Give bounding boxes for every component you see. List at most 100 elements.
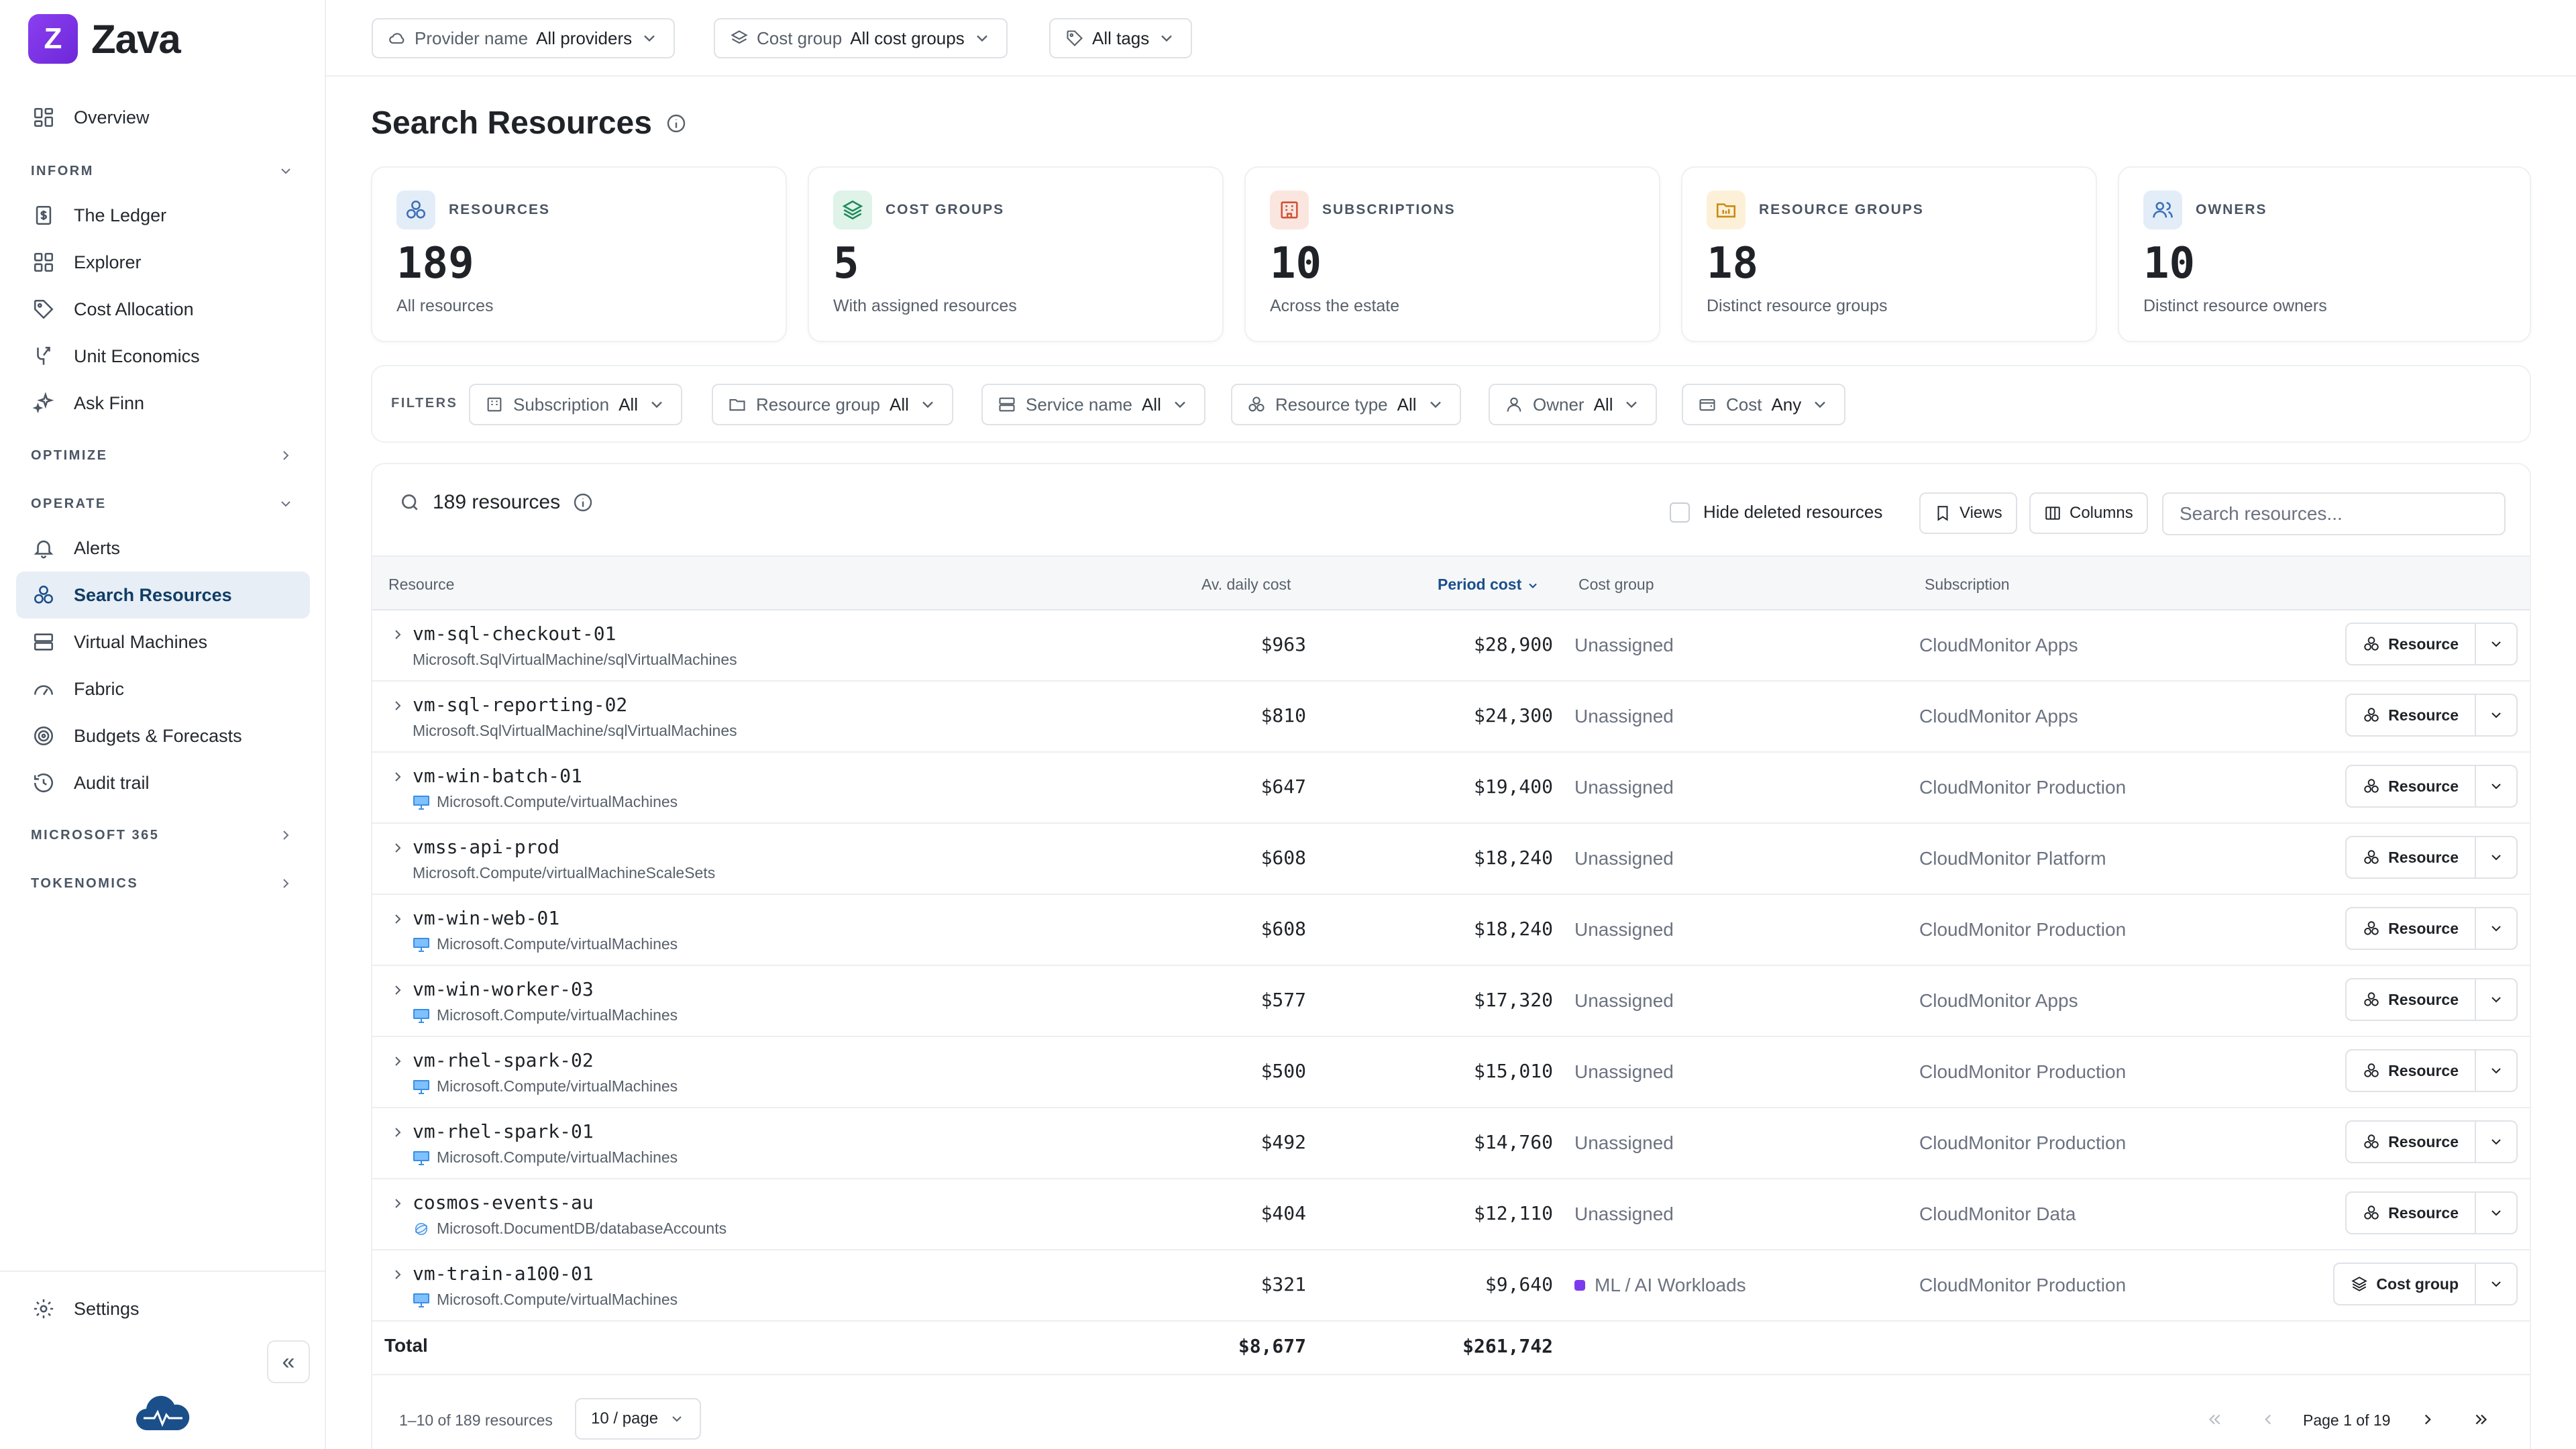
columns-button[interactable]: Columns: [2029, 492, 2148, 534]
sidebar-item-audit-trail[interactable]: Audit trail: [16, 759, 310, 806]
expand-row-icon[interactable]: [390, 769, 406, 785]
cost-filter[interactable]: Cost Any: [1682, 384, 1846, 425]
sidebar-item-the-ledger[interactable]: The Ledger: [16, 192, 310, 239]
prev-page-button[interactable]: [2255, 1406, 2282, 1433]
collapse-sidebar-button[interactable]: «: [267, 1340, 310, 1383]
sidebar-item-explorer[interactable]: Explorer: [16, 239, 310, 286]
sidebar-item-overview[interactable]: Overview: [16, 94, 310, 141]
sidebar-item-cost-allocation[interactable]: Cost Allocation: [16, 286, 310, 333]
row-action-dropdown[interactable]: [2476, 1049, 2518, 1092]
resource-button[interactable]: Resource: [2345, 623, 2476, 665]
row-action-dropdown[interactable]: [2476, 765, 2518, 808]
resource-type-filter[interactable]: Resource type All: [1231, 384, 1461, 425]
row-action-dropdown[interactable]: [2476, 836, 2518, 879]
table-row[interactable]: vm-win-worker-03 Microsoft.Compute/virtua…: [372, 966, 2530, 1037]
stat-card-resource-groups[interactable]: RESOURCE GROUPS 18 Distinct resource gro…: [1681, 166, 2097, 342]
stat-card-owners[interactable]: OWNERS 10 Distinct resource owners: [2118, 166, 2531, 342]
table-row[interactable]: vm-rhel-spark-02 Microsoft.Compute/virtua…: [372, 1037, 2530, 1108]
resource-button[interactable]: Resource: [2345, 836, 2476, 879]
brand-logo[interactable]: Z Zava: [28, 13, 181, 64]
expand-row-icon[interactable]: [390, 982, 406, 998]
views-button[interactable]: Views: [1919, 492, 2017, 534]
resource-name[interactable]: vm-sql-checkout-01: [413, 623, 616, 645]
sidebar-section-inform[interactable]: INFORM: [16, 150, 310, 192]
row-action-dropdown[interactable]: [2476, 907, 2518, 950]
sidebar-item-search-resources[interactable]: Search Resources: [16, 572, 310, 619]
resource-button[interactable]: Resource: [2345, 694, 2476, 737]
resource-name[interactable]: vm-win-batch-01: [413, 765, 582, 787]
resource-group-filter[interactable]: Resource group All: [712, 384, 953, 425]
hide-deleted-toggle[interactable]: Hide deleted resources: [1670, 502, 1882, 523]
col-daily-cost[interactable]: Av. daily cost: [1201, 576, 1291, 593]
resource-button[interactable]: Resource: [2345, 1120, 2476, 1163]
resource-name[interactable]: vm-rhel-spark-02: [413, 1049, 594, 1071]
row-action-dropdown[interactable]: [2476, 1120, 2518, 1163]
sidebar-section-tokenomics[interactable]: TOKENOMICS: [16, 863, 310, 904]
table-row[interactable]: vm-win-web-01 Microsoft.Compute/virtualMa…: [372, 895, 2530, 966]
sidebar-item-alerts[interactable]: Alerts: [16, 525, 310, 572]
sidebar-section-microsoft-365[interactable]: MICROSOFT 365: [16, 814, 310, 856]
resource-name[interactable]: cosmos-events-au: [413, 1191, 594, 1214]
first-page-button[interactable]: [2201, 1406, 2228, 1433]
resource-name[interactable]: vm-win-worker-03: [413, 978, 594, 1000]
expand-row-icon[interactable]: [390, 698, 406, 714]
search-resources-input[interactable]: Search resources...: [2162, 492, 2506, 535]
table-row[interactable]: vm-sql-checkout-01 Microsoft.SqlVirtualMa…: [372, 610, 2530, 682]
row-action-dropdown[interactable]: [2476, 978, 2518, 1021]
resource-button[interactable]: Resource: [2345, 1049, 2476, 1092]
expand-row-icon[interactable]: [390, 840, 406, 856]
stat-card-cost-groups[interactable]: COST GROUPS 5 With assigned resources: [808, 166, 1224, 342]
info-icon[interactable]: [572, 492, 594, 513]
cost-group-filter[interactable]: Cost group All cost groups: [714, 18, 1008, 58]
table-row[interactable]: vm-train-a100-01 Microsoft.Compute/virtua…: [372, 1250, 2530, 1322]
resource-name[interactable]: vm-win-web-01: [413, 907, 560, 929]
sidebar-section-operate[interactable]: OPERATE: [16, 483, 310, 525]
per-page-select[interactable]: 10 / page: [575, 1398, 702, 1440]
stat-card-subscriptions[interactable]: SUBSCRIPTIONS 10 Across the estate: [1244, 166, 1660, 342]
row-action-dropdown[interactable]: [2476, 623, 2518, 665]
table-row[interactable]: vm-win-batch-01 Microsoft.Compute/virtual…: [372, 753, 2530, 824]
expand-row-icon[interactable]: [390, 1124, 406, 1140]
owner-filter[interactable]: Owner All: [1489, 384, 1658, 425]
table-row[interactable]: cosmos-events-au Microsoft.DocumentDB/dat…: [372, 1179, 2530, 1250]
expand-row-icon[interactable]: [390, 1053, 406, 1069]
cost-group-button[interactable]: Cost group: [2333, 1263, 2476, 1305]
expand-row-icon[interactable]: [390, 627, 406, 643]
provider-name-filter[interactable]: Provider name All providers: [372, 18, 676, 58]
sidebar-item-fabric[interactable]: Fabric: [16, 665, 310, 712]
subscription-filter[interactable]: Subscription All: [469, 384, 682, 425]
sidebar-item-virtual-machines[interactable]: Virtual Machines: [16, 619, 310, 665]
sidebar-item-settings[interactable]: Settings: [16, 1285, 310, 1332]
row-action-dropdown[interactable]: [2476, 1263, 2518, 1305]
hide-deleted-checkbox[interactable]: [1670, 502, 1690, 523]
col-resource[interactable]: Resource: [388, 576, 455, 593]
sidebar-section-optimize[interactable]: OPTIMIZE: [16, 435, 310, 476]
sidebar-item-unit-economics[interactable]: Unit Economics: [16, 333, 310, 380]
resource-button[interactable]: Resource: [2345, 1191, 2476, 1234]
resource-button[interactable]: Resource: [2345, 765, 2476, 808]
table-row[interactable]: vm-rhel-spark-01 Microsoft.Compute/virtua…: [372, 1108, 2530, 1179]
table-row[interactable]: vm-sql-reporting-02 Microsoft.SqlVirtualM…: [372, 682, 2530, 753]
col-cost-group[interactable]: Cost group: [1578, 576, 1654, 593]
info-icon[interactable]: [665, 113, 687, 134]
expand-row-icon[interactable]: [390, 1267, 406, 1283]
resource-name[interactable]: vm-sql-reporting-02: [413, 694, 628, 716]
row-action-dropdown[interactable]: [2476, 1191, 2518, 1234]
resource-name[interactable]: vmss-api-prod: [413, 836, 560, 858]
resource-name[interactable]: vm-train-a100-01: [413, 1263, 594, 1285]
col-period-cost[interactable]: Period cost: [1438, 576, 1540, 594]
row-action-dropdown[interactable]: [2476, 694, 2518, 737]
resource-button[interactable]: Resource: [2345, 907, 2476, 950]
col-subscription[interactable]: Subscription: [1925, 576, 2010, 593]
resource-button[interactable]: Resource: [2345, 978, 2476, 1021]
sidebar-item-ask-finn[interactable]: Ask Finn: [16, 380, 310, 427]
tags-filter[interactable]: All tags: [1049, 18, 1193, 58]
next-page-button[interactable]: [2414, 1406, 2441, 1433]
stat-card-resources[interactable]: RESOURCES 189 All resources: [371, 166, 787, 342]
service-name-filter[interactable]: Service name All: [981, 384, 1205, 425]
expand-row-icon[interactable]: [390, 911, 406, 927]
sidebar-item-budgets-forecasts[interactable]: Budgets & Forecasts: [16, 712, 310, 759]
expand-row-icon[interactable]: [390, 1195, 406, 1212]
last-page-button[interactable]: [2468, 1406, 2495, 1433]
table-row[interactable]: vmss-api-prod Microsoft.Compute/virtualMa…: [372, 824, 2530, 895]
